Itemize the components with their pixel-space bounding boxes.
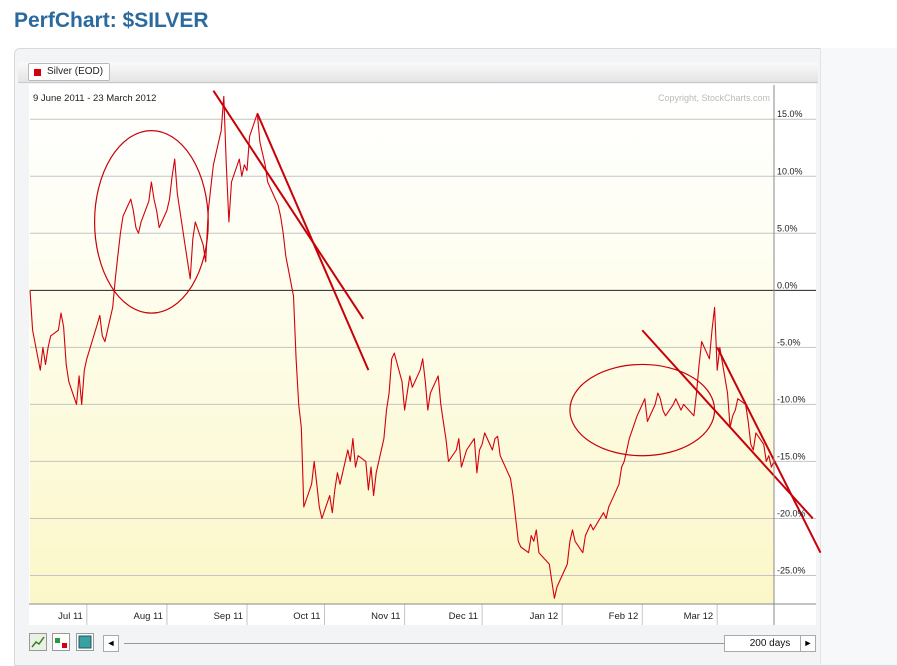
- histogram-icon[interactable]: [76, 633, 94, 651]
- y-tick-label: 0.0%: [777, 280, 798, 290]
- x-tick-label: Jul 11: [58, 611, 83, 622]
- annotation-ellipse: [93, 130, 209, 314]
- annotation-trendline: [641, 329, 814, 520]
- legend-label: Silver (EOD): [47, 66, 104, 77]
- y-tick-label: 5.0%: [777, 223, 798, 233]
- annotation-trendline: [716, 346, 822, 554]
- annotation-trendline: [256, 113, 370, 371]
- chart-toolbar: ◄ 200 days ►: [20, 633, 820, 655]
- bar-chart-icon[interactable]: [52, 633, 70, 651]
- x-tick-label: Oct 11: [293, 611, 320, 622]
- x-tick-label: Mar 12: [684, 611, 714, 622]
- x-tick-label: Feb 12: [609, 611, 639, 622]
- series-line-silver: [29, 95, 775, 599]
- page-title: PerfChart: $SILVER: [14, 9, 209, 32]
- x-tick-label: Aug 11: [134, 611, 163, 622]
- date-range-label: 9 June 2011 - 23 March 2012: [33, 93, 156, 104]
- side-panel: [820, 48, 897, 664]
- plot-area: [30, 85, 774, 604]
- y-tick-label: -20.0%: [777, 508, 806, 518]
- y-tick-label: -10.0%: [777, 394, 806, 404]
- y-tick-label: 10.0%: [777, 166, 803, 176]
- y-tick-label: 15.0%: [777, 109, 803, 119]
- x-tick-label: Sep 11: [214, 611, 243, 622]
- x-tick-label: Jan 12: [530, 611, 559, 622]
- y-tick-label: -25.0%: [777, 565, 806, 575]
- scroll-right-button[interactable]: ►: [800, 635, 816, 652]
- y-tick-label: -15.0%: [777, 451, 806, 461]
- copyright-label: Copyright, StockCharts.com: [658, 93, 770, 103]
- x-tick-label: Nov 11: [371, 611, 400, 622]
- legend-item-silver[interactable]: Silver (EOD): [28, 63, 111, 81]
- scroll-left-button[interactable]: ◄: [103, 635, 119, 652]
- y-tick-label: -5.0%: [777, 337, 801, 347]
- x-tick-label: Dec 11: [449, 611, 478, 622]
- annotation-trendline: [212, 90, 365, 320]
- legend-bar: [18, 62, 818, 83]
- line-chart-icon[interactable]: [29, 633, 47, 651]
- legend-swatch: [34, 68, 41, 76]
- date-slider-track[interactable]: [124, 643, 724, 644]
